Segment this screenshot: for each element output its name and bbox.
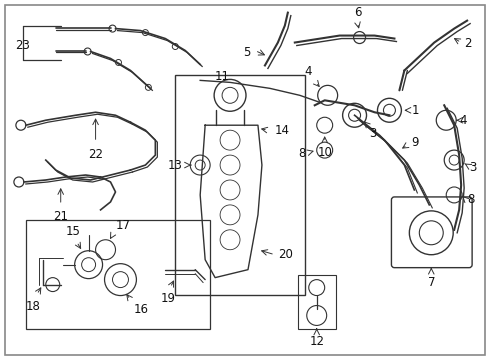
Text: 13: 13 — [168, 158, 182, 172]
Text: 7: 7 — [428, 276, 435, 289]
Text: 16: 16 — [133, 302, 148, 315]
Text: 18: 18 — [25, 300, 40, 312]
Text: 15: 15 — [65, 225, 80, 238]
Text: 8: 8 — [467, 193, 474, 206]
Text: 3: 3 — [369, 127, 377, 140]
Text: 23: 23 — [15, 39, 30, 52]
Text: 22: 22 — [88, 148, 103, 161]
Text: 17: 17 — [116, 219, 130, 232]
Text: 4: 4 — [304, 66, 312, 78]
Bar — [298, 275, 336, 329]
Text: 5: 5 — [244, 46, 251, 59]
Text: 14: 14 — [275, 124, 290, 137]
Text: 9: 9 — [412, 136, 419, 149]
Bar — [26, 220, 210, 329]
Text: 12: 12 — [309, 336, 324, 348]
Text: 10: 10 — [317, 146, 332, 159]
Text: 3: 3 — [469, 161, 476, 174]
Text: 2: 2 — [464, 37, 472, 50]
Text: 20: 20 — [278, 248, 293, 261]
Text: 4: 4 — [459, 114, 466, 127]
Text: 6: 6 — [354, 6, 361, 19]
Text: 19: 19 — [161, 292, 176, 305]
Bar — [175, 75, 305, 294]
Text: 1: 1 — [412, 104, 419, 117]
Text: 21: 21 — [53, 210, 68, 223]
Text: 11: 11 — [215, 71, 230, 84]
Text: 8: 8 — [298, 147, 306, 159]
